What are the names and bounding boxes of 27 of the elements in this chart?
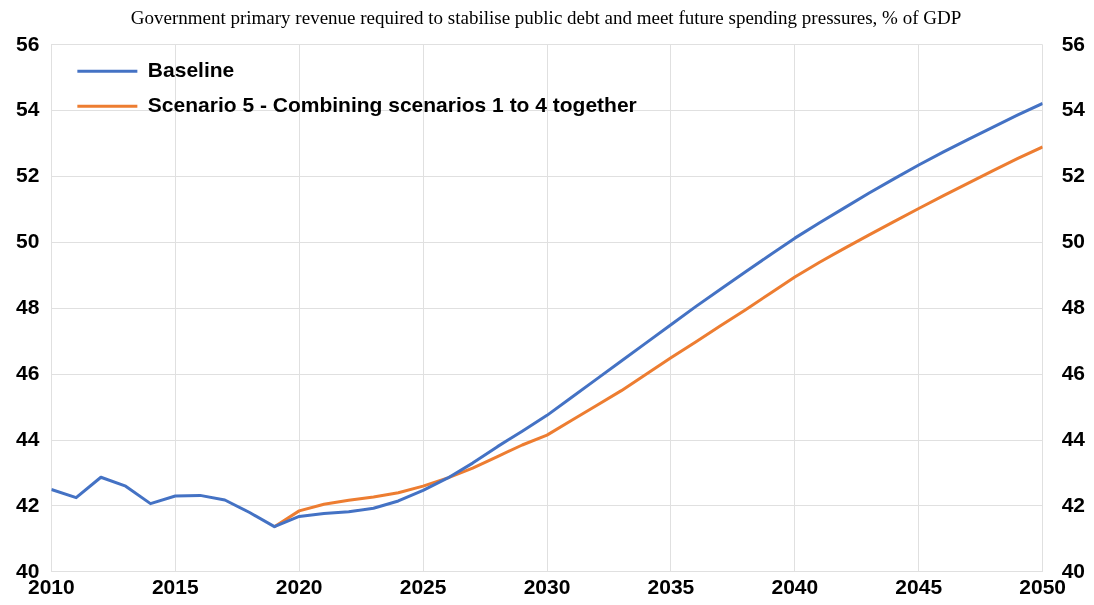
y2-tick-label: 50 xyxy=(1061,229,1085,253)
x-tick-label: 2020 xyxy=(275,575,323,599)
y2-tick-label: 46 xyxy=(1061,360,1085,384)
x-tick-label: 2040 xyxy=(771,575,819,599)
y-tick-label: 52 xyxy=(16,163,40,187)
y2-tick-label: 42 xyxy=(1061,492,1085,516)
chart-title: Government primary revenue required to stabilise public debt and meet future spending pressures, % of GDP xyxy=(130,7,962,29)
y-tick-label: 50 xyxy=(16,229,40,253)
y-tick-label: 44 xyxy=(16,426,40,450)
y-tick-label: 42 xyxy=(16,492,40,516)
x-tick-label: 2050 xyxy=(1019,575,1066,599)
x-tick-label: 2025 xyxy=(399,575,447,599)
x-tick-label: 2030 xyxy=(523,575,571,599)
legend-label: Scenario 5 - Combining scenarios 1 to 4 together xyxy=(147,93,637,117)
x-tick-label: 2035 xyxy=(647,575,695,599)
y-tick-label: 56 xyxy=(16,31,40,55)
y-tick-label: 54 xyxy=(16,97,40,121)
y2-tick-label: 52 xyxy=(1061,163,1085,187)
x-tick-label: 2045 xyxy=(895,575,943,599)
y2-tick-label: 44 xyxy=(1061,426,1086,450)
y2-tick-label: 56 xyxy=(1061,31,1085,55)
y-tick-label: 48 xyxy=(16,295,40,319)
y2-tick-label: 54 xyxy=(1061,97,1086,121)
y-tick-label: 46 xyxy=(16,360,40,384)
y2-tick-label: 48 xyxy=(1061,295,1086,319)
x-tick-label: 2015 xyxy=(151,575,199,599)
legend-label: Baseline xyxy=(147,58,235,82)
